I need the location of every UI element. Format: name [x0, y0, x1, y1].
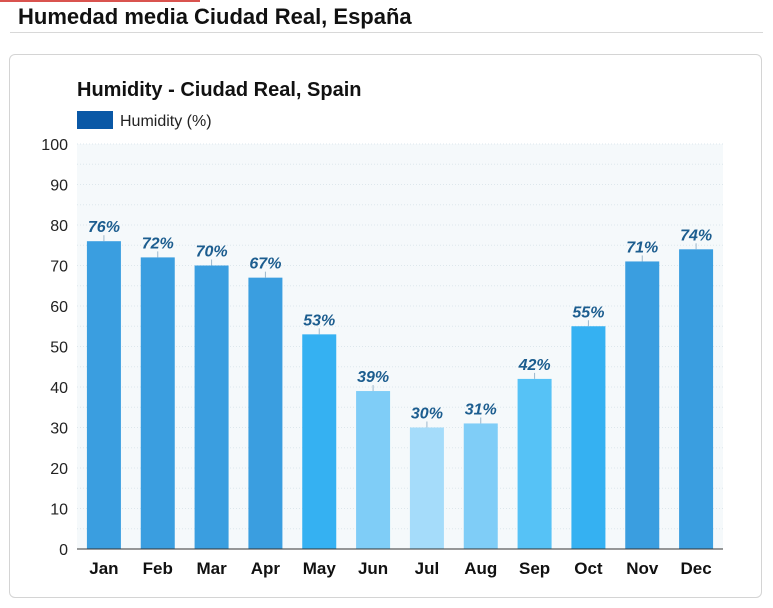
y-tick-label: 90 — [50, 178, 68, 195]
page-title: Humedad media Ciudad Real, España — [18, 4, 412, 29]
x-category-label: Jul — [415, 559, 440, 578]
chart-card: Humidity - Ciudad Real, Spain Humidity (%… — [9, 54, 762, 598]
data-label: 76% — [88, 219, 120, 236]
x-category-label: Jun — [358, 559, 388, 578]
y-tick-label: 40 — [50, 380, 68, 397]
y-tick-label: 100 — [41, 137, 68, 154]
bar-may — [302, 334, 337, 549]
x-category-label: Feb — [143, 559, 173, 578]
bar-sep — [517, 378, 552, 549]
y-tick-label: 30 — [50, 421, 68, 438]
bar-dec — [679, 249, 714, 550]
data-label: 70% — [196, 244, 228, 261]
data-label: 31% — [465, 401, 497, 418]
y-tick-label: 60 — [50, 299, 68, 316]
bar-jul — [409, 427, 444, 549]
x-category-label: Mar — [196, 559, 227, 578]
legend-label: Humidity (%) — [120, 113, 212, 130]
y-tick-label: 0 — [59, 542, 68, 559]
top-accent-bar — [0, 0, 200, 2]
x-category-label: Sep — [519, 559, 550, 578]
y-tick-label: 20 — [50, 461, 68, 478]
data-label: 74% — [680, 227, 712, 244]
data-label: 55% — [572, 304, 604, 321]
x-category-label: Oct — [574, 559, 603, 578]
data-label: 53% — [303, 312, 335, 329]
data-label: 67% — [249, 256, 281, 273]
bar-aug — [463, 423, 498, 549]
bar-jun — [356, 391, 391, 549]
bar-nov — [625, 261, 660, 549]
x-category-label: Apr — [251, 559, 281, 578]
bar-oct — [571, 326, 606, 549]
data-label: 71% — [626, 239, 658, 256]
y-tick-label: 50 — [50, 340, 68, 357]
x-category-label: Jan — [89, 559, 118, 578]
humidity-chart: Humidity - Ciudad Real, Spain Humidity (%… — [41, 79, 723, 578]
title-divider — [10, 32, 763, 33]
legend-swatch — [77, 111, 113, 129]
y-tick-label: 10 — [50, 502, 68, 519]
y-tick-label: 70 — [50, 259, 68, 276]
x-category-label: May — [303, 559, 337, 578]
y-tick-label: 80 — [50, 218, 68, 235]
data-label: 39% — [357, 369, 389, 386]
bar-feb — [140, 257, 175, 549]
data-label: 72% — [142, 235, 174, 252]
data-label: 30% — [411, 406, 443, 423]
chart-title: Humidity - Ciudad Real, Spain — [77, 79, 361, 101]
plot-background — [77, 144, 723, 549]
bar-mar — [194, 265, 229, 549]
x-category-label: Dec — [680, 559, 711, 578]
bar-apr — [248, 277, 283, 549]
data-label: 42% — [518, 357, 551, 374]
x-category-label: Aug — [464, 559, 497, 578]
x-category-label: Nov — [626, 559, 659, 578]
bar-jan — [86, 241, 121, 549]
